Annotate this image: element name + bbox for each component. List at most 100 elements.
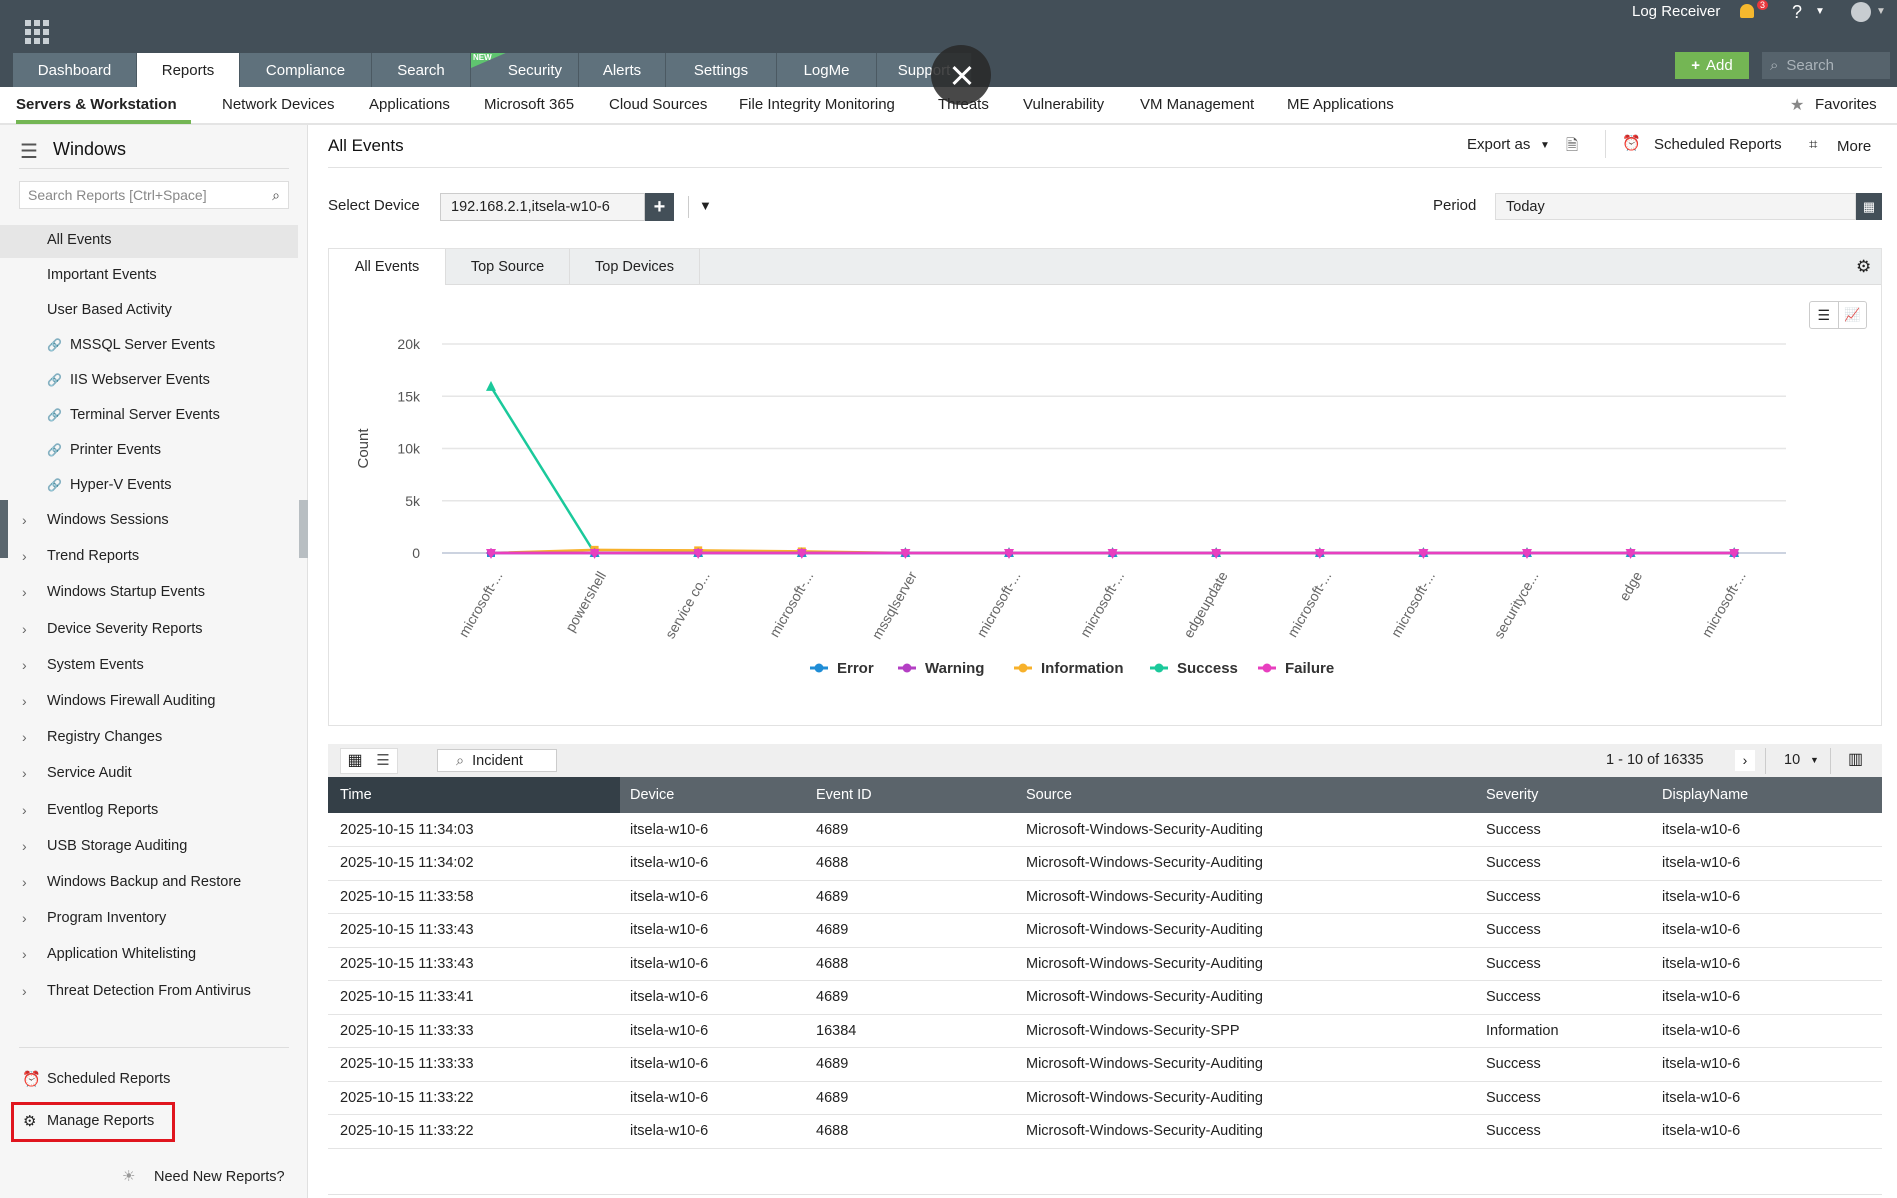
chevron-right-icon[interactable]: › [22, 765, 27, 782]
close-overlay-button[interactable] [931, 45, 991, 105]
table-row[interactable]: 2025-10-15 11:33:33 itsela-w10-6 4689 Micro… [328, 1048, 1882, 1081]
sidebar-item[interactable]: 🔗 IIS Webserver Events [47, 372, 210, 388]
sidebar-group[interactable]: Eventlog Reports [47, 801, 159, 818]
column-header[interactable]: Event ID [816, 787, 872, 803]
hamburger-menu-icon[interactable]: ☰ [20, 141, 38, 163]
subnav-item[interactable]: File Integrity Monitoring [739, 96, 895, 113]
data-point[interactable] [1418, 549, 1429, 559]
sidebar-item[interactable]: 🔗 Printer Events [47, 442, 161, 458]
sidebar-group[interactable]: Windows Startup Events [47, 584, 205, 601]
legend-item-warning[interactable]: Warning [898, 660, 984, 677]
sidebar-resize-handle[interactable] [299, 500, 308, 558]
chevron-right-icon[interactable]: › [22, 548, 27, 565]
table-row[interactable]: 2025-10-15 11:34:02 itsela-w10-6 4688 Micro… [328, 847, 1882, 880]
chevron-right-icon[interactable]: › [22, 946, 27, 963]
table-row[interactable]: 2025-10-15 11:33:58 itsela-w10-6 4689 Micro… [328, 880, 1882, 914]
data-point[interactable] [486, 380, 496, 391]
next-page-button[interactable]: › [1735, 750, 1755, 771]
data-point[interactable] [1314, 549, 1325, 559]
main-tab-alerts[interactable]: Alerts [579, 53, 666, 87]
sidebar-item[interactable]: 🔗 MSSQL Server Events [47, 337, 215, 353]
column-header[interactable]: Device [630, 787, 675, 803]
legend-item-success[interactable]: Success [1150, 660, 1238, 677]
bell-icon[interactable] [1740, 4, 1754, 18]
subnav-item[interactable]: Servers & Workstation [16, 96, 177, 113]
data-point[interactable] [1729, 549, 1740, 559]
chart-options-icon[interactable]: ☰ [1810, 302, 1839, 328]
sidebar-item[interactable]: 🔗 Hyper-V Events [47, 477, 172, 493]
app-grid-icon[interactable] [25, 20, 49, 44]
export-as-dropdown[interactable]: Export as [1467, 136, 1531, 153]
data-point[interactable] [693, 549, 704, 559]
add-device-button[interactable]: + [645, 193, 674, 221]
global-search-input[interactable]: ⌕ Search [1762, 52, 1890, 79]
data-point[interactable] [589, 549, 600, 559]
main-tab-dashboard[interactable]: Dashboard [13, 53, 137, 87]
incident-button[interactable]: ⌕ Incident [437, 749, 557, 772]
column-chooser-icon[interactable]: ▥ [1848, 751, 1864, 768]
main-tab-logme[interactable]: LogMe [777, 53, 877, 87]
chevron-right-icon[interactable]: › [22, 729, 27, 746]
subnav-item[interactable]: Cloud Sources [609, 96, 708, 113]
sidebar-item[interactable]: Important Events [47, 267, 157, 283]
subnav-item[interactable]: Vulnerability [1023, 96, 1105, 113]
data-point[interactable] [1625, 549, 1636, 559]
sidebar-group[interactable]: Trend Reports [47, 548, 140, 565]
data-point[interactable] [796, 549, 807, 559]
chevron-right-icon[interactable]: › [22, 801, 27, 818]
subnav-item[interactable]: VM Management [1140, 96, 1255, 113]
subnav-item[interactable]: Microsoft 365 [484, 96, 575, 113]
device-select-input[interactable]: 192.168.2.1,itsela-w10-6 [440, 193, 645, 221]
data-point[interactable] [1522, 549, 1532, 559]
main-tab-compliance[interactable]: Compliance [240, 53, 372, 87]
legend-item-failure[interactable]: Failure [1258, 660, 1334, 677]
sidebar-group[interactable]: Service Audit [47, 765, 132, 782]
data-point[interactable] [1211, 549, 1222, 559]
chevron-right-icon[interactable]: › [22, 656, 27, 673]
sidebar-group[interactable]: Registry Changes [47, 729, 163, 746]
page-size-select[interactable]: 10 [1784, 752, 1801, 768]
left-collapse-handle[interactable] [0, 500, 8, 558]
chart-tab[interactable]: Top Source [446, 249, 570, 285]
table-row[interactable]: 2025-10-15 11:33:33 itsela-w10-6 16384 Micr… [328, 1014, 1882, 1048]
chart-type-icon[interactable]: 📈 [1844, 307, 1861, 322]
sidebar-group[interactable]: Windows Sessions [47, 512, 169, 528]
filter-icon[interactable]: ▼ [699, 198, 712, 213]
table-row[interactable]: 2025-10-15 11:33:41 itsela-w10-6 4689 Micro… [328, 981, 1882, 1014]
main-tab-security[interactable]: Security NEW [471, 53, 579, 87]
settings-gear-icon[interactable]: ⚙ [1856, 257, 1872, 276]
data-point[interactable] [1004, 549, 1014, 559]
scheduled-reports-link[interactable]: Scheduled Reports [47, 1071, 171, 1087]
add-button[interactable]: + Add [1675, 52, 1749, 79]
chart-tab[interactable]: Top Devices [570, 249, 700, 285]
main-tab-search[interactable]: Search [372, 53, 471, 87]
sidebar-group[interactable]: Threat Detection From Antivirus [47, 982, 251, 999]
table-row[interactable]: 2025-10-15 11:33:22 itsela-w10-6 4689 Micro… [328, 1081, 1882, 1115]
help-dropdown-icon[interactable]: ▼ [1815, 6, 1825, 17]
sidebar-group[interactable]: Windows Backup and Restore [47, 874, 242, 890]
search-icon[interactable]: ⌕ [272, 186, 280, 203]
scheduled-reports-button[interactable]: Scheduled Reports [1654, 136, 1782, 153]
sidebar-item[interactable]: User Based Activity [47, 302, 172, 318]
manage-reports-button[interactable]: ⚙ Manage Reports [11, 1102, 175, 1142]
chevron-right-icon[interactable]: › [22, 837, 27, 854]
data-point[interactable] [900, 549, 911, 559]
column-header[interactable]: DisplayName [1662, 787, 1749, 803]
more-button[interactable]: More [1837, 138, 1872, 155]
sidebar-group[interactable]: System Events [47, 656, 144, 673]
sidebar-group[interactable]: Program Inventory [47, 910, 167, 927]
sidebar-item[interactable]: 🔗 Terminal Server Events [47, 407, 220, 423]
need-new-reports-link[interactable]: Need New Reports? [154, 1169, 285, 1185]
subnav-item[interactable]: Network Devices [222, 96, 335, 113]
search-reports-input[interactable]: Search Reports [Ctrl+Space] ⌕ [19, 181, 289, 209]
chevron-right-icon[interactable]: › [22, 620, 27, 637]
sidebar-group[interactable]: USB Storage Auditing [47, 837, 188, 854]
period-select[interactable]: Today [1495, 193, 1856, 220]
chevron-right-icon[interactable]: › [22, 874, 27, 890]
sidebar-group[interactable]: Device Severity Reports [47, 620, 203, 637]
chevron-right-icon[interactable]: › [22, 910, 27, 927]
data-point[interactable] [1107, 549, 1118, 559]
grid-view-icon[interactable]: ▦ [341, 749, 369, 773]
column-header[interactable]: Time [328, 777, 620, 813]
subnav-item[interactable]: Applications [369, 96, 450, 113]
